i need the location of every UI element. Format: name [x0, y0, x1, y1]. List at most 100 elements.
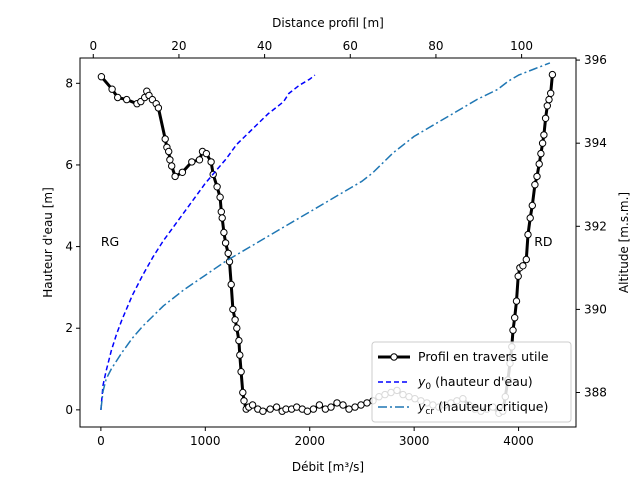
- series-point: [154, 104, 163, 112]
- series-point: [217, 208, 226, 216]
- series-point: [522, 255, 530, 264]
- legend-label: y0 (hauteur d'eau): [417, 374, 533, 392]
- series-point: [538, 139, 547, 147]
- x-axis-label: Débit [m³/s]: [292, 460, 364, 474]
- series-point: [123, 95, 131, 104]
- series-point: [519, 262, 527, 270]
- series-point: [237, 368, 245, 376]
- series-point: [540, 131, 548, 139]
- right-y-tick-label: 396: [584, 53, 607, 67]
- series-point: [114, 93, 122, 102]
- series-point: [545, 95, 553, 104]
- series-point: [207, 158, 215, 166]
- series-point: [333, 399, 341, 407]
- legend-box: [371, 341, 572, 423]
- legend-label: ycr (hauteur critique): [417, 399, 548, 417]
- y-tick-label: 6: [65, 158, 73, 172]
- series-point: [303, 407, 312, 415]
- series-point: [248, 401, 257, 409]
- series-point: [97, 73, 106, 81]
- annotation-rg: RG: [101, 234, 119, 249]
- series-point: [161, 135, 169, 143]
- series-point: [229, 305, 237, 314]
- series-point: [221, 239, 230, 247]
- series-point: [231, 316, 239, 324]
- series-point: [227, 280, 235, 289]
- right-y-tick-label: 388: [584, 386, 607, 400]
- series-point: [195, 156, 204, 164]
- series-point: [512, 297, 521, 305]
- series-point: [535, 160, 543, 168]
- series-point: [528, 201, 536, 210]
- series-point: [548, 70, 557, 79]
- y-tick-label: 4: [65, 240, 73, 254]
- x-tick-label: 0: [97, 434, 105, 448]
- plot-frame: [79, 57, 577, 428]
- x-tick-label: 4000: [503, 434, 534, 448]
- series-point: [315, 401, 324, 409]
- annotation-rd: RD: [534, 234, 552, 249]
- series-point: [309, 405, 318, 413]
- top-x-tick-label: 60: [343, 39, 358, 53]
- series-point: [224, 249, 232, 258]
- series-point: [509, 326, 517, 334]
- y-tick-label: 2: [65, 321, 73, 335]
- series-point: [327, 403, 335, 411]
- right-y-tick-label: 390: [584, 302, 607, 316]
- series-point: [543, 102, 551, 110]
- series-point: [235, 336, 243, 345]
- top-x-tick-label: 80: [428, 39, 443, 53]
- series-point: [220, 228, 228, 237]
- series-point: [202, 149, 211, 158]
- series-point: [524, 230, 532, 239]
- series-point: [240, 397, 248, 405]
- series-point: [166, 156, 174, 164]
- y-tick-label: 0: [65, 403, 73, 417]
- series-point: [233, 324, 241, 332]
- y-tick-label: 8: [65, 76, 73, 90]
- series-point: [531, 181, 539, 189]
- series-point: [165, 147, 173, 156]
- series-point: [108, 85, 116, 93]
- x-tick-label: 2000: [294, 434, 325, 448]
- top-x-tick-label: 0: [89, 39, 97, 53]
- series-line-1: [100, 74, 316, 410]
- right-y-axis-label: Altitude [m.s.m.]: [617, 192, 631, 293]
- series-point: [533, 172, 541, 181]
- x-tick-label: 3000: [399, 434, 430, 448]
- series-point: [537, 149, 545, 158]
- x-tick-label: 1000: [190, 434, 221, 448]
- series-point: [351, 403, 359, 411]
- top-x-tick-label: 100: [510, 39, 533, 53]
- series-point: [526, 214, 534, 222]
- legend-label: Profil en travers utile: [418, 349, 549, 364]
- y-axis-label: Hauteur d'eau [m]: [41, 187, 55, 298]
- top-x-axis-label: Distance profil [m]: [272, 16, 384, 30]
- right-y-tick-label: 394: [584, 136, 607, 150]
- series-point: [266, 405, 274, 413]
- series-point: [171, 172, 179, 181]
- series-point: [357, 401, 365, 409]
- top-x-tick-label: 40: [257, 39, 272, 53]
- series-point: [547, 89, 555, 98]
- right-y-tick-label: 392: [584, 219, 607, 233]
- series-point: [541, 114, 550, 123]
- series-point: [216, 193, 224, 201]
- series-point: [339, 401, 347, 409]
- series-point: [345, 405, 353, 413]
- series-point: [259, 407, 267, 415]
- series-point: [168, 162, 176, 170]
- series-point: [514, 272, 522, 280]
- series-point: [239, 388, 247, 397]
- series-point: [272, 403, 281, 411]
- series-point: [188, 158, 196, 166]
- series-point: [178, 168, 187, 177]
- series-point: [236, 351, 244, 359]
- series-point: [363, 399, 371, 407]
- legend-marker: [390, 353, 398, 361]
- series-point: [213, 183, 221, 191]
- top-x-tick-label: 20: [171, 39, 186, 53]
- series-line-2: [100, 62, 551, 410]
- series-point: [218, 214, 226, 222]
